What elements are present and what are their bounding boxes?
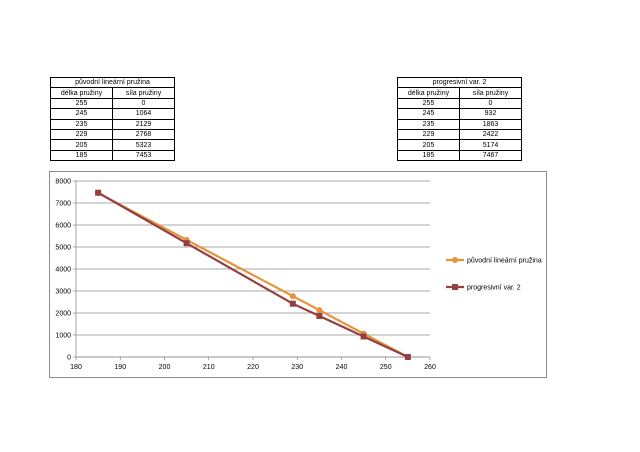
table-row: 185 7453 [50, 149, 175, 162]
cell: 0 [112, 97, 175, 110]
data-point [316, 307, 323, 314]
table-row: 245 932 [397, 108, 522, 120]
x-tick-label: 210 [203, 364, 215, 371]
data-point [289, 293, 296, 300]
table-row: 255 0 [397, 97, 522, 110]
table-row: 205 5323 [50, 139, 175, 151]
legend-label: původní lineární pružina [467, 257, 542, 265]
table-title: progresivní var. 2 [397, 76, 522, 89]
data-point [183, 240, 190, 247]
cell: 185 [397, 149, 460, 162]
y-tick-label: 1000 [55, 333, 71, 340]
table-row: 235 2129 [50, 118, 175, 130]
x-tick-label: 220 [247, 364, 259, 371]
data-point [289, 300, 296, 307]
x-tick-label: 250 [380, 364, 392, 371]
cell: 235 [50, 118, 113, 130]
cell: 1064 [112, 108, 175, 120]
x-tick-label: 180 [70, 364, 82, 371]
x-tick-label: 240 [336, 364, 348, 371]
cell: 205 [50, 139, 113, 151]
column-header: délka pružiny [397, 87, 460, 99]
cell: 0 [459, 97, 522, 110]
legend-marker [452, 257, 458, 263]
y-tick-label: 0 [67, 355, 71, 362]
cell: 235 [397, 118, 460, 130]
cell: 185 [50, 149, 113, 162]
x-tick-label: 230 [291, 364, 303, 371]
cell: 245 [50, 108, 113, 120]
cell: 245 [397, 108, 460, 120]
table-title: původní lineární pružina [50, 76, 175, 89]
x-tick-label: 200 [159, 364, 171, 371]
cell: 5323 [112, 139, 175, 151]
table-progresivni-var-2: progresivní var. 2 délka pružiny síla pr… [397, 76, 522, 162]
cell: 2422 [459, 128, 522, 141]
y-tick-label: 2000 [55, 311, 71, 318]
chart-area: 0 1000 2000 3000 4000 5000 6000 7000 8000 180 190 2… [49, 171, 547, 378]
cell: 255 [397, 97, 460, 110]
data-point [316, 313, 323, 320]
cell: 7467 [459, 149, 522, 162]
x-tick-label: 260 [424, 364, 436, 371]
table-row: 235 1863 [397, 118, 522, 130]
cell: 932 [459, 108, 522, 120]
y-tick-label: 5000 [55, 245, 71, 252]
column-header: síla pružiny [459, 87, 522, 99]
table-row: 229 2422 [397, 128, 522, 141]
column-header: síla pružiny [112, 87, 175, 99]
cell: 7453 [112, 149, 175, 162]
cell: 2768 [112, 128, 175, 141]
y-tick-label: 7000 [55, 201, 71, 208]
cell: 229 [50, 128, 113, 141]
cell: 229 [397, 128, 460, 141]
cell: 255 [50, 97, 113, 110]
cell: 2129 [112, 118, 175, 130]
legend-label: progresivní var. 2 [467, 285, 521, 292]
x-tick-label: 190 [114, 364, 126, 371]
y-tick-label: 3000 [55, 289, 71, 296]
cell: 205 [397, 139, 460, 151]
table-row: 245 1064 [50, 108, 175, 120]
legend-marker [452, 284, 458, 290]
column-header: délka pružiny [50, 87, 113, 99]
table-row: 229 2768 [50, 128, 175, 141]
cell: 1863 [459, 118, 522, 130]
y-tick-label: 4000 [55, 267, 71, 274]
line-chart: 0 1000 2000 3000 4000 5000 6000 7000 8000 180 190 2… [55, 179, 542, 372]
series-line [97, 191, 409, 358]
data-point [95, 189, 102, 196]
y-tick-label: 6000 [55, 223, 71, 230]
table-row: 205 5174 [397, 139, 522, 151]
cell: 5174 [459, 139, 522, 151]
series-line [97, 192, 409, 358]
table-row: 185 7467 [397, 149, 522, 162]
y-tick-label: 8000 [55, 179, 71, 186]
table-puvodni-linearni-pruzina: původní lineární pružina délka pružiny s… [50, 76, 175, 162]
table-row: 255 0 [50, 97, 175, 110]
data-point [404, 354, 411, 360]
data-point [360, 333, 367, 340]
